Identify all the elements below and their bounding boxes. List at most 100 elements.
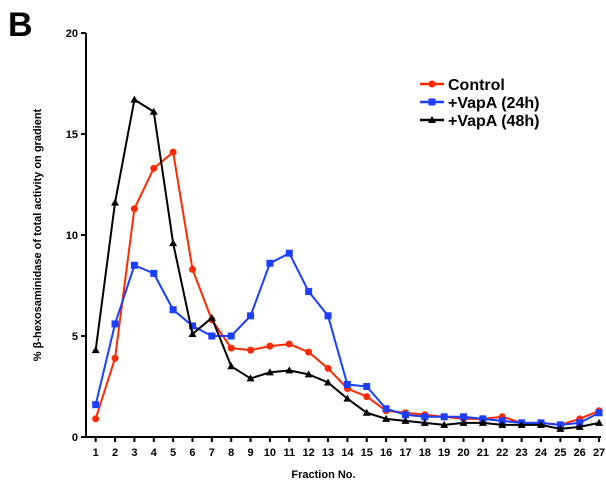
y-tick-label: 10: [66, 230, 78, 242]
y-axis-title-suffix: -hexosaminidase of total activity on gra…: [32, 108, 44, 341]
data-point: [188, 322, 196, 330]
data-point: [362, 408, 371, 416]
x-tick-label: 7: [209, 447, 215, 459]
y-tick-label: 15: [66, 129, 78, 141]
x-tick-label: 9: [248, 447, 254, 459]
y-tick-label: 5: [72, 331, 78, 343]
x-tick-label: 1: [93, 447, 99, 459]
data-point: [285, 340, 293, 348]
data-point: [382, 414, 391, 422]
data-point: [188, 265, 196, 273]
data-point: [478, 418, 487, 426]
data-point: [401, 416, 410, 424]
x-tick-label: 15: [361, 447, 373, 459]
data-point: [150, 164, 158, 172]
x-tick-label: 10: [264, 447, 276, 459]
data-point: [382, 405, 390, 413]
legend-item: Control: [420, 77, 505, 94]
data-point: [208, 332, 216, 340]
data-point: [498, 417, 506, 425]
x-axis-title: Fraction No.: [291, 469, 355, 481]
x-tick-label: 4: [151, 447, 158, 459]
data-point: [111, 198, 120, 206]
data-point: [169, 239, 178, 247]
data-point: [227, 332, 235, 340]
data-point: [460, 413, 468, 421]
x-tick-label: 2: [112, 447, 118, 459]
legend-label: +VapA (24h): [448, 95, 539, 112]
data-point: [91, 346, 100, 354]
data-point: [401, 411, 409, 419]
data-point: [227, 344, 235, 352]
series-line: [94, 98, 600, 430]
data-point: [227, 362, 236, 370]
data-point: [207, 313, 216, 321]
x-tick-label: 23: [515, 447, 527, 459]
data-point: [92, 401, 100, 409]
data-point: [265, 368, 274, 376]
data-point: [266, 342, 274, 350]
panel-letter: B: [8, 6, 33, 44]
data-point: [324, 378, 333, 386]
x-tick-label: 25: [554, 447, 566, 459]
series-layer: [91, 95, 604, 432]
x-tick-label: 17: [399, 447, 411, 459]
y-axis-title: % β-hexosaminidase of total activity on …: [32, 108, 44, 361]
data-point: [498, 420, 507, 428]
legend-label: +VapA (48h): [448, 113, 539, 130]
data-point: [479, 415, 487, 423]
x-tick-label: 13: [322, 447, 334, 459]
data-point: [246, 374, 255, 382]
data-point: [111, 320, 119, 328]
data-point: [363, 393, 371, 401]
legend: Control+VapA (24h)+VapA (48h): [420, 77, 539, 130]
x-tick-label: 16: [380, 447, 392, 459]
legend-swatch-marker: [428, 80, 436, 88]
x-tick-label: 5: [170, 447, 176, 459]
x-tick-label: 3: [131, 447, 137, 459]
data-point: [247, 346, 255, 354]
data-point: [575, 422, 584, 430]
data-point: [266, 259, 274, 267]
data-point: [576, 419, 584, 427]
legend-swatch-marker: [428, 98, 436, 106]
y-axis-title-prefix: %: [32, 348, 44, 361]
x-tick-label: 14: [341, 447, 354, 459]
x-tick-label: 20: [457, 447, 469, 459]
x-tick-label: 22: [496, 447, 508, 459]
legend-item: +VapA (24h): [420, 95, 539, 112]
data-point: [305, 288, 313, 296]
x-tick-label: 11: [283, 447, 295, 459]
data-point: [595, 418, 604, 426]
data-point: [363, 383, 371, 390]
data-point: [324, 364, 332, 372]
data-point: [324, 312, 332, 320]
data-point: [149, 107, 158, 115]
data-point: [459, 418, 468, 426]
data-point: [305, 348, 313, 356]
data-point: [169, 148, 177, 156]
data-point: [111, 354, 119, 362]
legend-label: Control: [448, 77, 505, 94]
y-axis-title-symbol: β: [32, 341, 44, 348]
data-point: [130, 95, 139, 103]
data-point: [188, 329, 197, 337]
data-point: [556, 421, 564, 429]
data-point: [285, 366, 294, 374]
data-point: [343, 380, 351, 388]
y-tick-label: 0: [72, 432, 78, 444]
data-point: [517, 420, 526, 428]
data-point: [440, 420, 449, 428]
data-point: [536, 420, 545, 428]
data-point: [440, 413, 448, 421]
data-point: [247, 312, 255, 320]
x-tick-label: 8: [228, 447, 234, 459]
data-point: [556, 424, 565, 432]
data-point: [130, 205, 138, 213]
legend-swatch-marker: [428, 116, 436, 123]
x-tick-label: 19: [438, 447, 450, 459]
x-tick-label: 26: [574, 447, 586, 459]
legend-item: +VapA (48h): [420, 113, 539, 130]
